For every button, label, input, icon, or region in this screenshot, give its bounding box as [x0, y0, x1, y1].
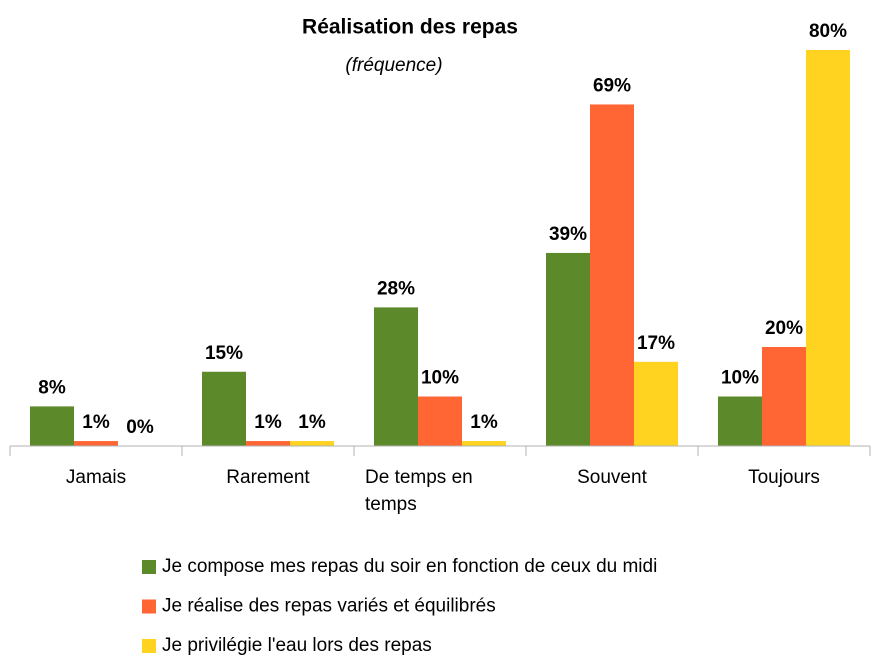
data-label: 10% — [721, 368, 759, 389]
legend-swatch — [142, 599, 156, 614]
data-label: 69% — [593, 75, 631, 96]
x-tick-label-box: Toujours — [698, 464, 870, 491]
data-label: 1% — [82, 412, 110, 433]
bar — [718, 396, 762, 446]
bar — [634, 361, 678, 446]
bar — [374, 307, 418, 446]
bar — [290, 441, 334, 446]
data-label: 0% — [126, 417, 154, 438]
data-label: 1% — [470, 412, 498, 433]
chart-subtitle: (fréquence) — [345, 55, 442, 76]
bar — [762, 347, 806, 446]
legend-label: Je privilégie l'eau lors des repas — [162, 635, 432, 656]
legend-swatch — [142, 639, 156, 653]
x-tick-label-box: Rarement — [182, 464, 354, 491]
data-label: 8% — [38, 377, 66, 398]
x-tick-label: De temps en temps — [365, 467, 473, 515]
data-label: 80% — [809, 21, 847, 42]
legend-label: Je réalise des repas variés et équilibré… — [162, 596, 496, 617]
legend-swatch — [142, 560, 156, 574]
legend-label: Je compose mes repas du soir en fonction… — [162, 556, 657, 577]
bar — [462, 441, 506, 446]
x-tick-label: Rarement — [226, 467, 310, 488]
bar — [546, 252, 590, 446]
data-label: 20% — [765, 318, 803, 339]
x-tick-label: Jamais — [65, 467, 127, 488]
bar — [246, 441, 290, 446]
x-tick-label-box: Jamais — [10, 464, 182, 491]
bar — [590, 104, 634, 446]
x-tick-label-box: Souvent — [526, 464, 698, 491]
bar — [418, 396, 462, 446]
data-label: 10% — [421, 368, 459, 389]
chart-title: Réalisation des repas — [302, 16, 518, 39]
bar — [74, 441, 118, 446]
data-label: 39% — [549, 224, 587, 245]
data-label: 15% — [205, 343, 243, 364]
data-label: 17% — [637, 333, 675, 354]
x-tick-label: Souvent — [577, 467, 647, 488]
bar — [202, 371, 246, 446]
bar — [30, 406, 74, 446]
data-label: 1% — [298, 412, 326, 433]
data-label: 28% — [377, 278, 415, 299]
x-tick-label: Toujours — [748, 467, 820, 488]
bar — [806, 50, 850, 446]
data-label: 1% — [254, 412, 282, 433]
x-tick-label-box: De temps en temps — [354, 464, 526, 518]
